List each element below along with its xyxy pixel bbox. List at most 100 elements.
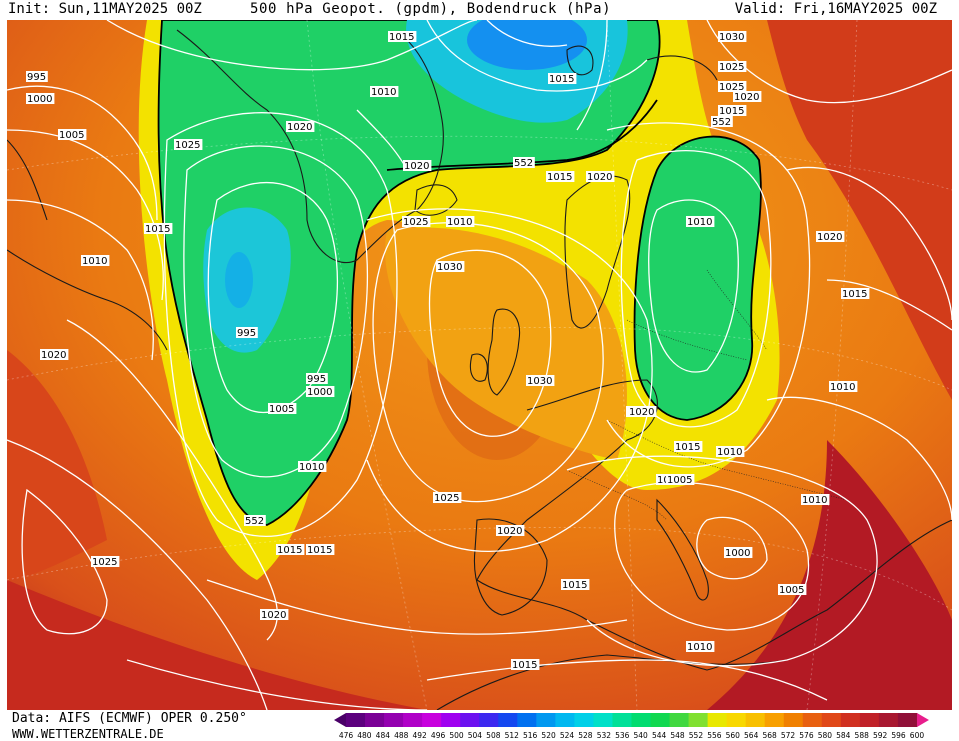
svg-text:1000: 1000: [27, 94, 52, 105]
svg-text:1020: 1020: [404, 161, 429, 172]
isobar-label: 995: [236, 327, 258, 339]
scale-label: 532: [597, 731, 612, 740]
scale-arrow-right: [916, 713, 929, 727]
isobar-label: 1010: [686, 641, 715, 653]
borders: [566, 269, 848, 521]
svg-text:1005: 1005: [667, 475, 692, 486]
scale-label: 560: [726, 731, 741, 740]
svg-text:1010: 1010: [687, 642, 712, 653]
scale-swatch: [517, 713, 537, 727]
isobar-label: 1010: [686, 216, 715, 228]
svg-text:1010: 1010: [82, 256, 107, 267]
field-red-south: [7, 580, 427, 710]
svg-text:1025: 1025: [175, 140, 200, 151]
scale-label: 496: [431, 731, 446, 740]
isobar-label: 995: [306, 373, 328, 385]
svg-text:1000: 1000: [307, 387, 332, 398]
isobar-label: 1020: [733, 91, 762, 103]
scale-swatch: [878, 713, 899, 727]
scale-swatch: [764, 713, 785, 727]
scale-swatch: [498, 713, 518, 727]
scale-label: 520: [541, 731, 556, 740]
svg-text:1020: 1020: [734, 92, 759, 103]
svg-text:1010: 1010: [371, 87, 396, 98]
scale-swatch: [574, 713, 594, 727]
isobar-label: 1025: [402, 216, 431, 228]
isobar-label: 1015: [276, 544, 305, 556]
svg-text:552: 552: [245, 516, 264, 527]
isobar-label: 995: [26, 71, 48, 83]
scale-label: 540: [634, 731, 649, 740]
svg-text:995: 995: [307, 374, 326, 385]
field-blue-north: [467, 20, 587, 70]
scale-label: 544: [652, 731, 667, 740]
scale-label: 572: [781, 731, 796, 740]
scale-label: 592: [873, 731, 888, 740]
svg-text:1015: 1015: [675, 442, 700, 453]
scale-swatch: [346, 713, 366, 727]
scale-swatch: [802, 713, 823, 727]
isobar-label: 1005: [268, 403, 297, 415]
svg-text:1025: 1025: [719, 62, 744, 73]
svg-text:1005: 1005: [779, 585, 804, 596]
svg-text:1015: 1015: [307, 545, 332, 556]
isobar-label: 1000: [26, 93, 55, 105]
svg-text:1015: 1015: [547, 172, 572, 183]
scale-arrow-left: [334, 713, 346, 727]
svg-text:1020: 1020: [41, 350, 66, 361]
svg-text:1030: 1030: [719, 32, 744, 43]
scale-label: 580: [818, 731, 833, 740]
field-green-west: [157, 20, 661, 526]
scale-swatch: [593, 713, 613, 727]
isobar-label: 1015: [841, 288, 870, 300]
svg-text:1020: 1020: [287, 122, 312, 133]
header-bar: Init: Sun,11MAY2025 00Z 500 hPa Geopot. …: [0, 0, 959, 20]
scale-label: 512: [505, 731, 520, 740]
init-time: Init: Sun,11MAY2025 00Z: [8, 1, 202, 17]
isobar-label: 1010: [801, 494, 830, 506]
isobar-label: 1015: [718, 105, 747, 117]
svg-text:1015: 1015: [145, 224, 170, 235]
svg-text:1020: 1020: [261, 610, 286, 621]
scale-label: 584: [836, 731, 851, 740]
svg-text:552: 552: [712, 117, 731, 128]
scale-swatch: [840, 713, 861, 727]
isobar-label: 1015: [561, 579, 590, 591]
svg-text:1010: 1010: [299, 462, 324, 473]
scale-swatch: [403, 713, 423, 727]
contour-552: [386, 99, 658, 171]
scale-swatch: [783, 713, 804, 727]
field-orange-gap: [385, 227, 627, 460]
scale-swatch: [745, 713, 766, 727]
isobar-label: 1020: [260, 609, 289, 621]
svg-text:1015: 1015: [389, 32, 414, 43]
scale-swatch: [441, 713, 461, 727]
svg-text:1025: 1025: [434, 493, 459, 504]
scale-label: 528: [578, 731, 593, 740]
svg-text:1010: 1010: [447, 217, 472, 228]
scale-label: 524: [560, 731, 575, 740]
map-title: 500 hPa Geopot. (gpdm), Bodendruck (hPa): [250, 1, 612, 17]
isobar-label: 1005: [778, 584, 807, 596]
isobar-label: 1010: [370, 86, 399, 98]
svg-text:1005: 1005: [269, 404, 294, 415]
isobar-label: 1010: [81, 255, 110, 267]
field-green-east: [633, 135, 762, 421]
scale-swatch: [688, 713, 709, 727]
scale-swatch: [555, 713, 575, 727]
scale-swatch: [422, 713, 442, 727]
scale-label: 500: [449, 731, 464, 740]
scale-swatch: [726, 713, 747, 727]
svg-text:1020: 1020: [497, 526, 522, 537]
isobar-label: 1030: [718, 31, 747, 43]
isobar-label: 1015: [546, 171, 575, 183]
isobar-label: 1025: [433, 492, 462, 504]
scale-label: 484: [376, 731, 391, 740]
scale-label: 596: [891, 731, 906, 740]
svg-text:1020: 1020: [629, 407, 654, 418]
svg-text:1025: 1025: [719, 82, 744, 93]
svg-text:1015: 1015: [549, 74, 574, 85]
scale-swatch: [460, 713, 480, 727]
isobar-label: 1030: [526, 375, 555, 387]
isobar-label: 1010: [446, 216, 475, 228]
